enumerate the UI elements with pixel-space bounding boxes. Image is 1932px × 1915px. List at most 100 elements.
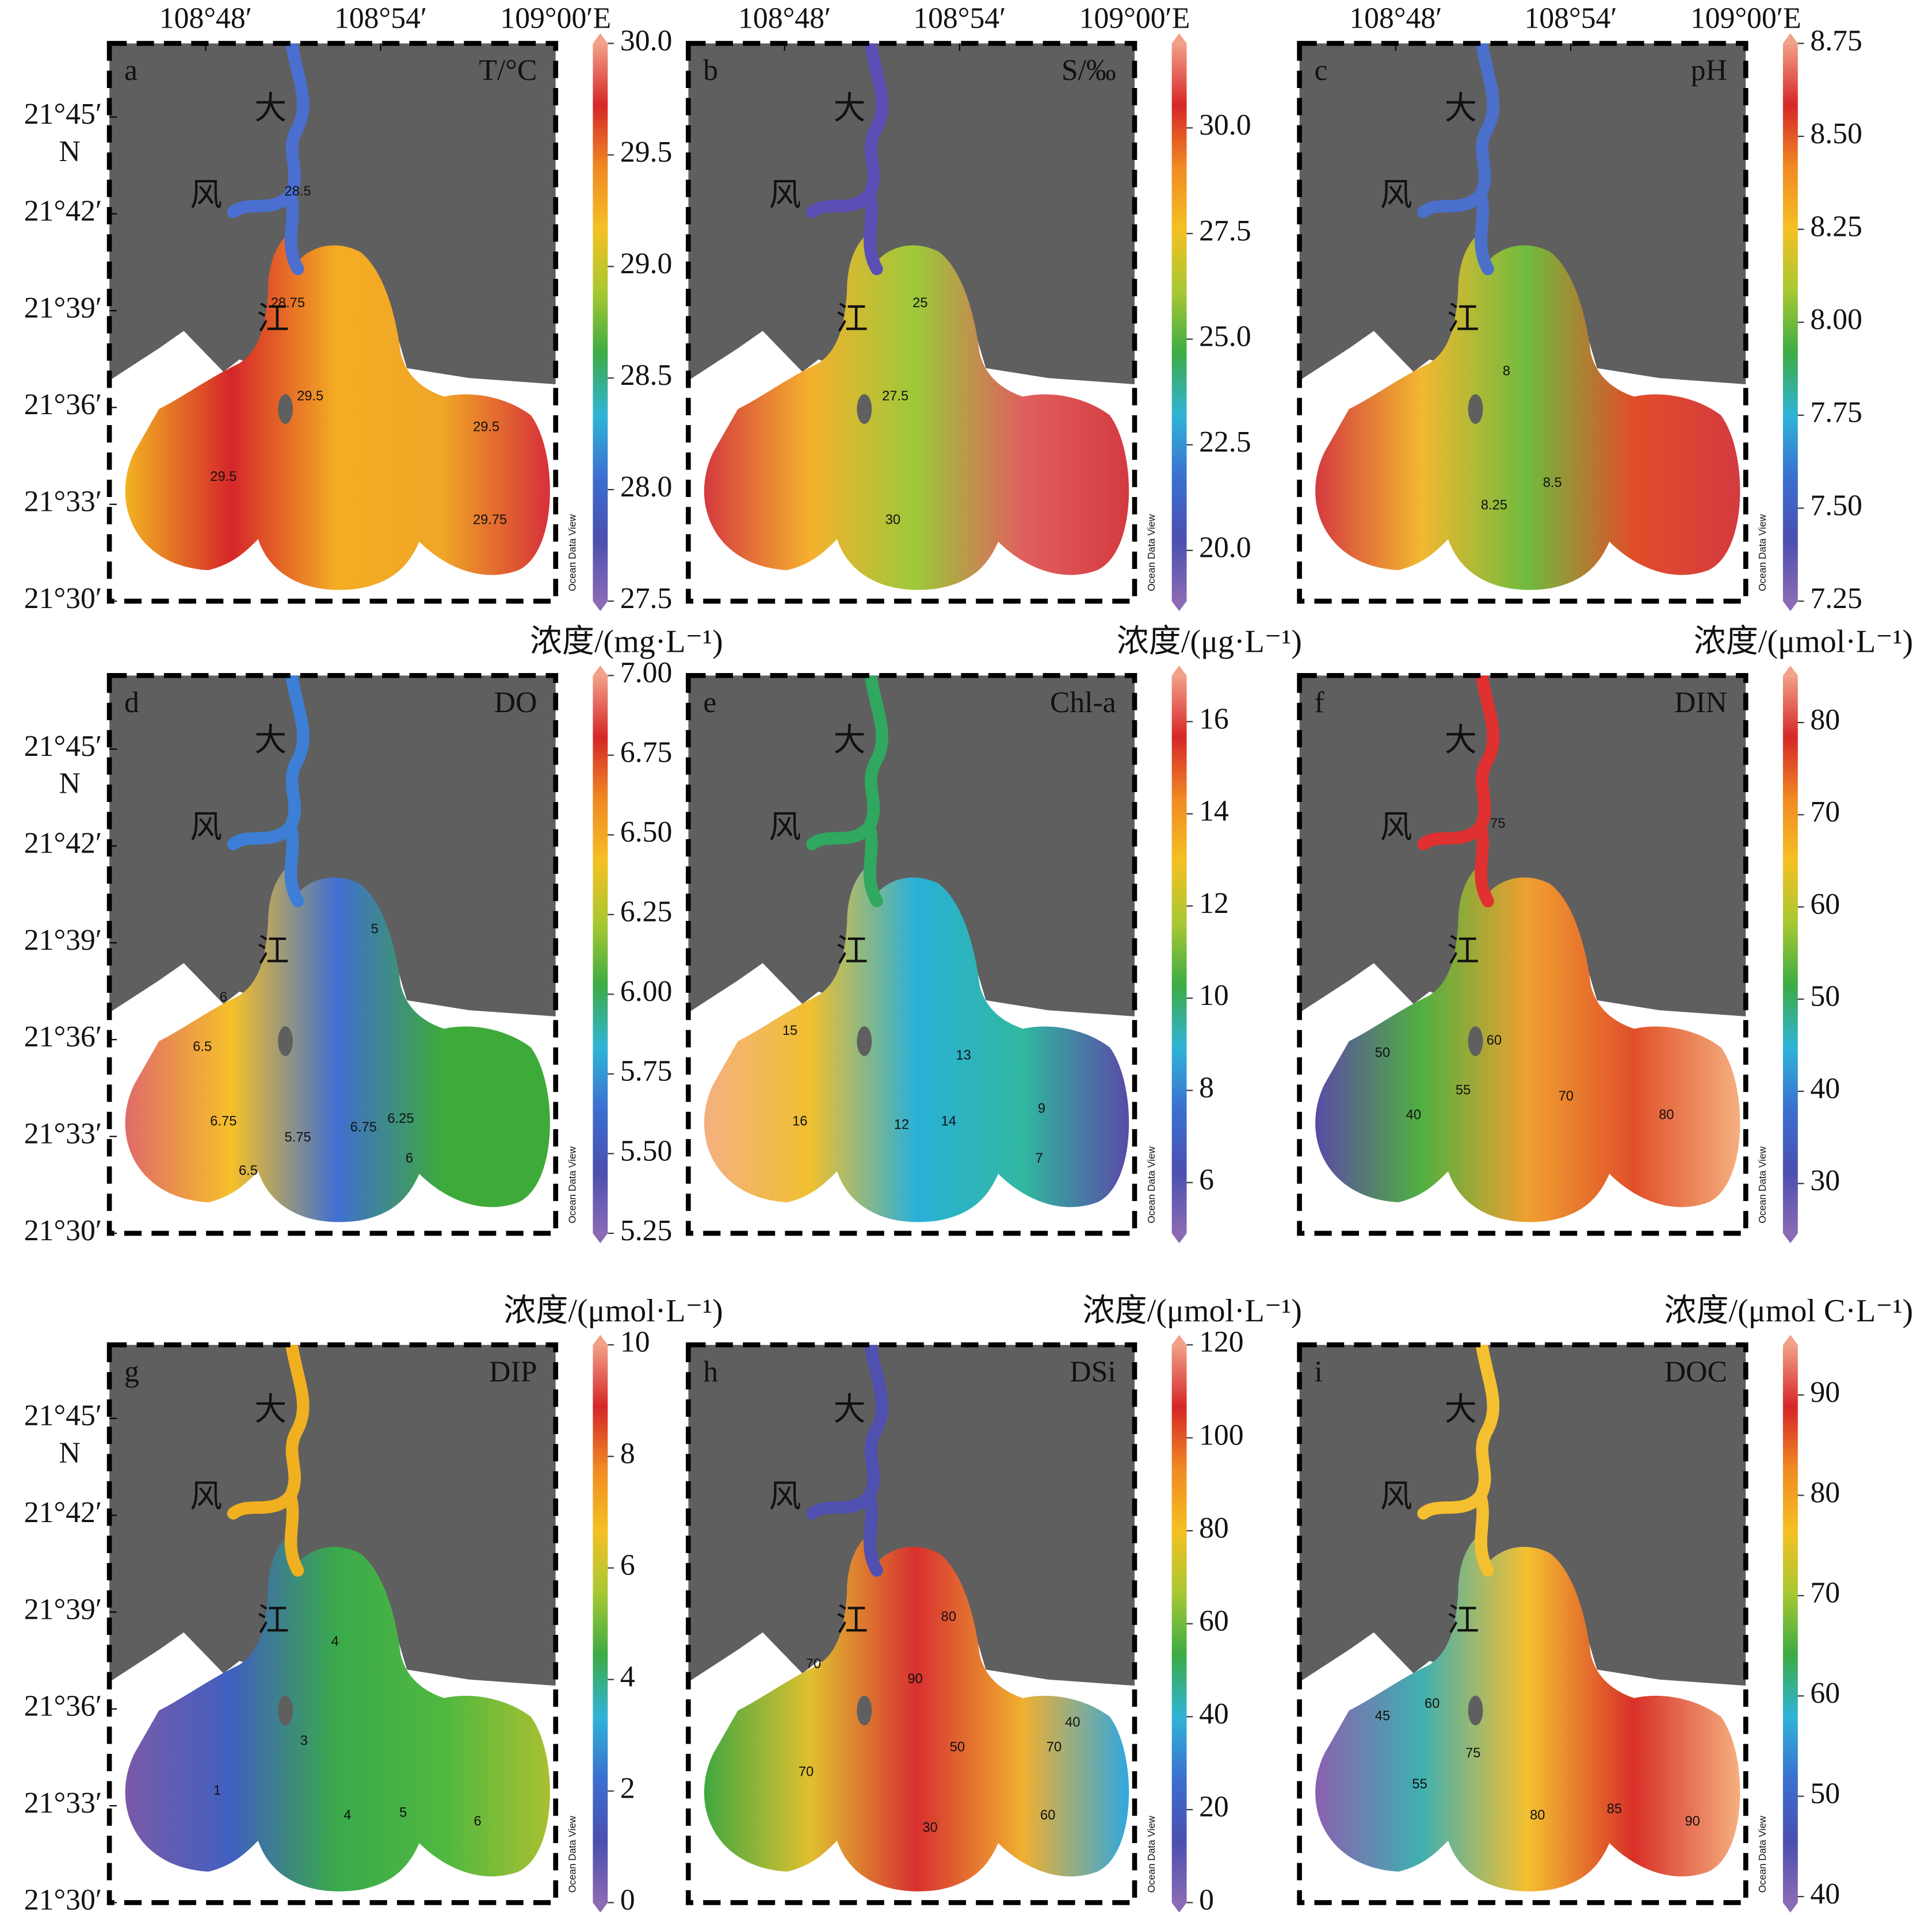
land <box>1299 675 1746 1016</box>
contour-label: 80 <box>941 1610 956 1624</box>
map-panel: 大风江 5 6 6.5 6.75 6.5 5.75 6.75 6.25 6 d DO Ocean Dat… <box>106 672 578 1236</box>
colorbar-tick-label: 30.0 <box>620 24 672 57</box>
map-area <box>109 1344 556 1903</box>
colorbar-arrow <box>1782 601 1798 611</box>
contour-label: 80 <box>1659 1107 1674 1122</box>
unit-label: 浓度/(mg·L⁻¹) <box>530 624 723 659</box>
place-name: 风 <box>190 178 222 213</box>
colorbar-tick-label: 29.0 <box>620 247 672 280</box>
variable-label: S/‰ <box>1062 54 1116 87</box>
watermark: Ocean Data View <box>1146 1146 1157 1223</box>
map-panel: 大风江 75 60 55 40 70 80 50 f DIN Ocean Data View <box>1297 672 1768 1236</box>
lat-tick-label: 21°33′ <box>24 1117 102 1150</box>
contour-label: 75 <box>1490 816 1505 831</box>
lat-tick-label: 21°45′ <box>24 1400 102 1432</box>
contour-label: 3 <box>300 1734 308 1749</box>
colorbar <box>1782 675 1798 1233</box>
colorbar-tick-label: 10 <box>1199 979 1229 1012</box>
colorbar-tick-label: 70 <box>1810 796 1840 828</box>
plume <box>704 229 1129 590</box>
panel-letter: e <box>703 686 716 719</box>
lon-tick-label: 109°00′E <box>1690 2 1801 35</box>
colorbar-tick-label: 50 <box>1810 1777 1840 1810</box>
contour-label: 6.75 <box>350 1120 377 1135</box>
contour-label: 6 <box>406 1151 413 1166</box>
place-name: 风 <box>1380 178 1412 213</box>
colorbar-tick-label: 8.00 <box>1810 303 1862 336</box>
plume <box>1315 861 1740 1222</box>
map-area <box>688 43 1135 602</box>
island <box>278 394 293 424</box>
colorbar-tick-label: 120 <box>1199 1326 1244 1359</box>
land <box>688 43 1135 384</box>
colorbar-tick-label: 7.75 <box>1810 396 1862 429</box>
colorbar-tick-label: 7.00 <box>620 656 672 689</box>
variable-label: DOC <box>1664 1355 1727 1388</box>
map-area <box>1299 43 1746 602</box>
colorbar-tick-label: 70 <box>1810 1577 1840 1610</box>
river <box>1417 1344 1500 1577</box>
frame <box>106 672 559 1236</box>
contour-label: 6.5 <box>193 1039 212 1054</box>
contour-label: 6 <box>474 1814 481 1829</box>
lat-tick-label: 21°30′ <box>24 1214 102 1247</box>
contour-label: 27.5 <box>882 389 908 404</box>
map-panel: 大风江 28.5 28.75 29.5 29.5 29.5 29.75 a T/°C Ocean … <box>106 41 578 604</box>
colorbar-arrow <box>1171 33 1187 44</box>
colorbar-tick-label: 80 <box>1810 704 1840 736</box>
colorbar-tick-label: 12 <box>1199 887 1229 920</box>
colorbar-tick-label: 0 <box>1199 1883 1214 1915</box>
lat-tick-label: 21°36′ <box>24 1690 102 1723</box>
panel-letter: b <box>703 54 718 87</box>
colorbar-tick-label: 8.25 <box>1810 210 1862 243</box>
watermark: Ocean Data View <box>1146 514 1157 591</box>
lat-tick-label: 21°30′ <box>24 582 102 615</box>
contour-label: 6.25 <box>387 1111 414 1126</box>
panel-letter: f <box>1314 686 1324 719</box>
contour-label: 5.75 <box>285 1130 311 1145</box>
colorbar-arrow <box>1171 1335 1187 1345</box>
lon-tick-label: 109°00′E <box>500 2 611 35</box>
map-panel: 大风江 70 90 80 50 70 30 70 60 40 h DSi Ocean Data View <box>686 1342 1157 1905</box>
colorbar-tick-label: 5.25 <box>620 1214 672 1247</box>
colorbar-tick-label: 6.75 <box>620 736 672 769</box>
contour-label: 29.5 <box>210 469 236 484</box>
river <box>1417 43 1500 276</box>
colorbar-tick-label: 28.0 <box>620 471 672 503</box>
colorbar-arrow <box>593 601 608 611</box>
lat-tick-label: 21°45′ <box>24 730 102 763</box>
contour-label: 55 <box>1456 1083 1471 1098</box>
colorbar <box>1782 1344 1798 1903</box>
contour-label: 70 <box>1047 1740 1062 1755</box>
place-name: 大 <box>1445 723 1477 759</box>
colorbar <box>1782 43 1798 602</box>
place-name: 风 <box>769 1479 801 1515</box>
contour-label: 4 <box>331 1634 339 1649</box>
contour-label: 90 <box>1685 1814 1700 1829</box>
place-name: 大 <box>254 1392 287 1428</box>
contour-label: 50 <box>1375 1046 1390 1061</box>
map-area <box>688 675 1135 1233</box>
map-panel: 大风江 45 60 75 55 80 85 90 i DOC Ocean Data View <box>1297 1342 1768 1905</box>
contour-label: 15 <box>782 1023 797 1038</box>
contour-label: 14 <box>941 1114 956 1129</box>
contour-label: 25 <box>912 296 927 311</box>
frame <box>1297 41 1748 604</box>
colorbar-tick-label: 60 <box>1199 1605 1229 1638</box>
colorbar-arrow <box>593 33 608 44</box>
colorbar-tick-label: 30 <box>1810 1164 1840 1197</box>
map-area <box>109 675 556 1233</box>
colorbar-tick-label: 27.5 <box>620 582 672 615</box>
panel-letter: d <box>124 686 139 719</box>
map-area <box>1299 675 1746 1233</box>
contour-label: 70 <box>806 1657 821 1672</box>
place-name: 风 <box>769 810 801 846</box>
variable-label: DIN <box>1674 686 1727 719</box>
watermark: Ocean Data View <box>1757 1146 1768 1223</box>
colorbar-tick-label: 5.50 <box>620 1134 672 1167</box>
colorbar-tick-label: 5.75 <box>620 1055 672 1088</box>
lon-tick-label: 108°48′ <box>1349 2 1442 35</box>
contour-label: 8.25 <box>1481 498 1507 513</box>
river <box>227 675 310 908</box>
lat-tick-label: 21°42′ <box>24 195 102 228</box>
